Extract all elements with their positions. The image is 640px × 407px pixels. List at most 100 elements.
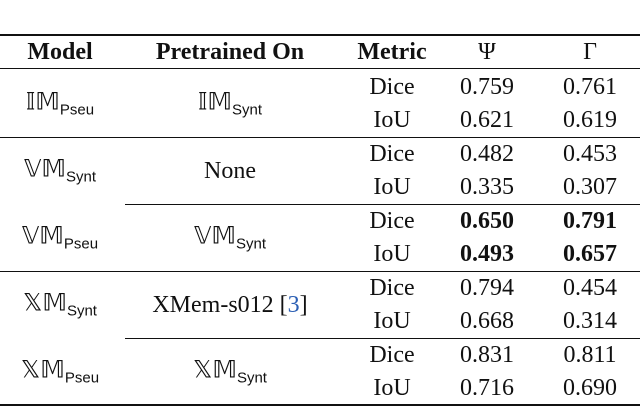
pretrained-cell: None bbox=[204, 159, 256, 183]
value: 0.453 bbox=[563, 141, 617, 167]
rule bbox=[0, 68, 640, 70]
value: 0.454 bbox=[563, 275, 617, 301]
subscript: Synt bbox=[236, 369, 267, 386]
text-part: XMem-s012 [ bbox=[152, 291, 288, 318]
header-text: Γ bbox=[583, 39, 597, 65]
value-cell: 0.761 bbox=[563, 75, 617, 99]
value: 0.668 bbox=[460, 308, 514, 334]
value-cell: 0.791 bbox=[563, 209, 617, 233]
pretrained-cell: 𝕀𝕄Synt bbox=[198, 90, 262, 117]
pretrained-cell: XMem-s012 [3] bbox=[152, 293, 307, 317]
value: 0.650 bbox=[460, 208, 514, 234]
value: 0.716 bbox=[460, 375, 514, 401]
value-cell: 0.314 bbox=[563, 309, 617, 333]
rule bbox=[0, 34, 640, 36]
value-cell: 0.493 bbox=[460, 242, 514, 266]
symbol: 𝕏𝕄 bbox=[193, 357, 237, 383]
value-cell: 0.482 bbox=[460, 142, 514, 166]
value: 0.482 bbox=[460, 141, 514, 167]
value-cell: 0.668 bbox=[460, 309, 514, 333]
header-text: Ψ bbox=[478, 39, 496, 65]
symbol: 𝕍𝕄 bbox=[194, 223, 236, 249]
rule bbox=[125, 204, 640, 205]
metric: IoU bbox=[373, 241, 411, 267]
value-cell: 0.454 bbox=[563, 276, 617, 300]
metric-cell: IoU bbox=[373, 175, 410, 199]
metric-cell: Dice bbox=[369, 276, 414, 300]
subscript: Synt bbox=[66, 302, 97, 319]
value-cell: 0.619 bbox=[563, 108, 617, 132]
pretrained-cell: 𝕏𝕄Synt bbox=[193, 358, 267, 385]
metric-cell: Dice bbox=[369, 75, 414, 99]
subscript: Synt bbox=[232, 101, 263, 118]
value: 0.657 bbox=[563, 241, 617, 267]
rule bbox=[0, 271, 640, 272]
metric-cell: IoU bbox=[373, 108, 410, 132]
model-cell: 𝕍𝕄Pseu bbox=[22, 224, 98, 251]
column-header: Model bbox=[27, 40, 92, 64]
column-header: Pretrained On bbox=[156, 40, 304, 64]
metric: Dice bbox=[369, 74, 415, 100]
metric-cell: IoU bbox=[373, 309, 410, 333]
metric-cell: Dice bbox=[369, 209, 414, 233]
value-cell: 0.657 bbox=[563, 242, 617, 266]
metric-cell: Dice bbox=[369, 343, 414, 367]
value-cell: 0.650 bbox=[460, 209, 514, 233]
model-cell: 𝕏𝕄Synt bbox=[23, 291, 97, 318]
symbol: 𝕀𝕄 bbox=[197, 89, 233, 115]
subscript: Synt bbox=[235, 235, 266, 252]
metric: IoU bbox=[373, 308, 411, 334]
header-text: Metric bbox=[357, 39, 427, 65]
subscript: Pseu bbox=[59, 101, 95, 118]
model-cell: 𝕀𝕄Pseu bbox=[26, 90, 94, 117]
rule bbox=[125, 338, 640, 339]
metric: IoU bbox=[373, 375, 411, 401]
metric: IoU bbox=[373, 174, 411, 200]
value: 0.619 bbox=[563, 107, 617, 133]
subscript: Pseu bbox=[64, 369, 100, 386]
value-cell: 0.716 bbox=[460, 376, 514, 400]
metric: IoU bbox=[373, 107, 411, 133]
value-cell: 0.831 bbox=[460, 343, 514, 367]
value: 0.759 bbox=[460, 74, 514, 100]
value: 0.761 bbox=[563, 74, 617, 100]
metric: Dice bbox=[369, 342, 415, 368]
model-cell: 𝕍𝕄Synt bbox=[24, 157, 96, 184]
value: 0.831 bbox=[460, 342, 514, 368]
metric: Dice bbox=[369, 208, 415, 234]
value-cell: 0.621 bbox=[460, 108, 514, 132]
symbol: 𝕏𝕄 bbox=[20, 357, 65, 383]
header-text: Model bbox=[27, 39, 93, 65]
value: 0.621 bbox=[460, 107, 514, 133]
column-header: Γ bbox=[583, 40, 597, 64]
symbol: 𝕍𝕄 bbox=[21, 223, 64, 249]
metric-cell: IoU bbox=[373, 242, 410, 266]
metric: Dice bbox=[369, 275, 415, 301]
value-cell: 0.794 bbox=[460, 276, 514, 300]
pretrained-cell: 𝕍𝕄Synt bbox=[194, 224, 266, 251]
value: 0.335 bbox=[460, 174, 514, 200]
metric: Dice bbox=[369, 141, 415, 167]
symbol: 𝕏𝕄 bbox=[23, 290, 67, 316]
text-part: 3 bbox=[287, 291, 300, 318]
column-header: Metric bbox=[357, 40, 426, 64]
value-cell: 0.811 bbox=[563, 343, 616, 367]
value: 0.811 bbox=[563, 342, 617, 368]
value: 0.690 bbox=[563, 375, 617, 401]
metric-cell: IoU bbox=[373, 376, 410, 400]
text-part: ] bbox=[299, 291, 308, 318]
value-cell: 0.307 bbox=[563, 175, 617, 199]
column-header: Ψ bbox=[478, 40, 496, 64]
value: 0.794 bbox=[460, 275, 514, 301]
value: 0.791 bbox=[563, 208, 617, 234]
subscript: Pseu bbox=[63, 235, 99, 252]
value: 0.314 bbox=[563, 308, 617, 334]
value-cell: 0.453 bbox=[563, 142, 617, 166]
subscript: Synt bbox=[65, 168, 96, 185]
value-cell: 0.759 bbox=[460, 75, 514, 99]
value-cell: 0.335 bbox=[460, 175, 514, 199]
metric-cell: Dice bbox=[369, 142, 414, 166]
value-cell: 0.690 bbox=[563, 376, 617, 400]
header-text: Pretrained On bbox=[155, 39, 305, 65]
